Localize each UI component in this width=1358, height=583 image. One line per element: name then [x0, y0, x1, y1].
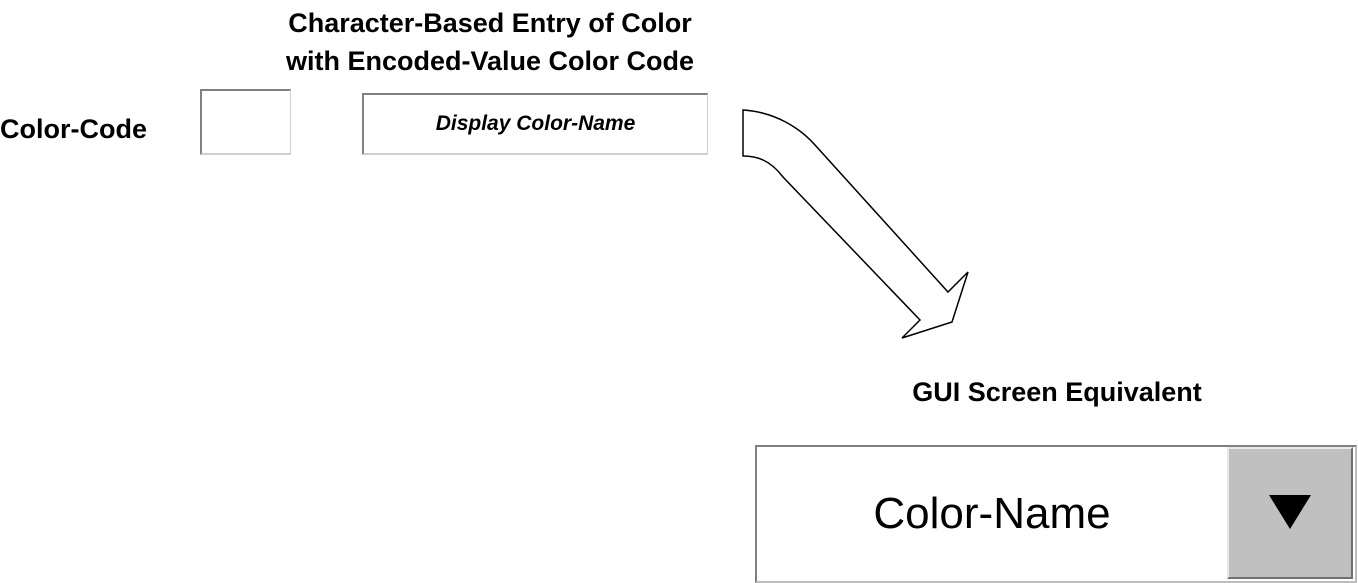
diagram-title-line-1: Character-Based Entry of Color [288, 8, 692, 38]
dropdown-selected-value[interactable]: Color-Name [873, 489, 1111, 538]
curved-arrow-shape [742, 109, 969, 339]
color-code-label: Color-Code [0, 114, 147, 144]
dropdown-button[interactable] [1227, 447, 1353, 579]
gui-screen-label: GUI Screen Equivalent [912, 377, 1202, 407]
color-name-dropdown[interactable]: Color-Name [755, 445, 1357, 583]
diagram-title: Character-Based Entry of Color with Enco… [230, 4, 750, 80]
display-color-name-text: Display Color-Name [435, 112, 636, 135]
color-code-input[interactable] [200, 89, 291, 155]
display-color-name-field: Display Color-Name [362, 93, 708, 155]
triangle-down-icon [1269, 495, 1311, 529]
diagram-title-line-2: with Encoded-Value Color Code [285, 46, 695, 76]
